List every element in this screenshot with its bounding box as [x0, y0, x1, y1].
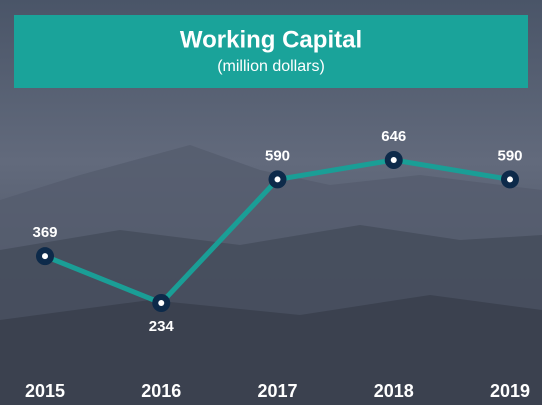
chart-title: Working Capital: [180, 26, 362, 53]
x-tick-label: 2015: [25, 381, 65, 401]
marker-dot: [507, 176, 513, 183]
value-label: 590: [265, 147, 290, 164]
value-label: 369: [32, 224, 57, 241]
value-label: 646: [381, 128, 406, 145]
header: [14, 15, 528, 88]
x-tick-label: 2018: [374, 381, 414, 401]
x-tick-label: 2017: [257, 381, 297, 401]
mountain: [0, 295, 542, 405]
marker-dot: [274, 176, 281, 183]
value-label: 234: [149, 318, 175, 335]
value-label: 590: [497, 147, 522, 164]
x-tick-label: 2016: [141, 381, 181, 401]
marker-dot: [390, 157, 397, 163]
marker-dot: [158, 300, 165, 306]
marker-dot: [42, 253, 48, 260]
x-tick-label: 2019: [490, 381, 530, 401]
chart-subtitle: (million dollars): [217, 58, 325, 75]
